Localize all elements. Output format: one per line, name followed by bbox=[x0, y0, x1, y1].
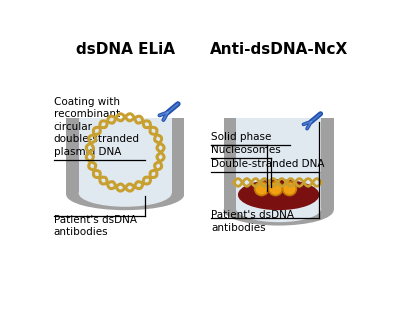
Bar bbox=[321, 118, 334, 210]
Text: Nucleosomes: Nucleosomes bbox=[211, 145, 281, 155]
Ellipse shape bbox=[66, 179, 184, 210]
Circle shape bbox=[268, 182, 282, 196]
Text: Solid phase: Solid phase bbox=[211, 132, 272, 142]
Ellipse shape bbox=[238, 179, 319, 210]
Bar bbox=[224, 118, 236, 210]
Ellipse shape bbox=[236, 195, 321, 222]
Text: Patient's dsDNA
antibodies: Patient's dsDNA antibodies bbox=[54, 215, 137, 237]
Bar bbox=[66, 118, 79, 195]
Circle shape bbox=[255, 182, 268, 196]
Bar bbox=[236, 118, 321, 208]
Circle shape bbox=[282, 182, 296, 196]
Text: Anti-dsDNA-NcX: Anti-dsDNA-NcX bbox=[210, 42, 348, 57]
Ellipse shape bbox=[224, 195, 334, 225]
Text: Patient's dsDNA
antibodies: Patient's dsDNA antibodies bbox=[211, 210, 294, 233]
Ellipse shape bbox=[79, 180, 172, 207]
Text: Coating with
recombinant
circular
double-stranded
plasmid DNA: Coating with recombinant circular double… bbox=[54, 97, 140, 157]
Bar bbox=[79, 118, 172, 193]
Text: dsDNA ELiA: dsDNA ELiA bbox=[76, 42, 175, 57]
Text: Double-stranded DNA: Double-stranded DNA bbox=[211, 159, 325, 169]
Bar bbox=[172, 118, 184, 195]
